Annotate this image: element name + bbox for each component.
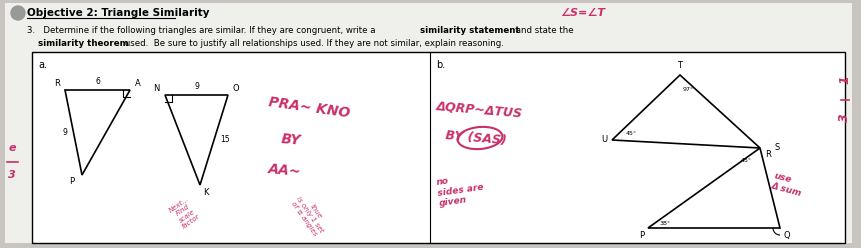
Text: PRA~ KNO: PRA~ KNO bbox=[268, 95, 351, 121]
Text: similarity theorem: similarity theorem bbox=[38, 38, 128, 48]
Text: e: e bbox=[9, 143, 15, 153]
Text: O: O bbox=[232, 84, 239, 93]
Text: 1: 1 bbox=[838, 76, 851, 84]
Text: 15: 15 bbox=[220, 135, 229, 145]
Text: N: N bbox=[153, 84, 160, 93]
Text: ∠S=∠T: ∠S=∠T bbox=[560, 8, 604, 18]
Text: A: A bbox=[135, 79, 140, 88]
Text: S: S bbox=[774, 144, 779, 153]
Text: 45°: 45° bbox=[625, 131, 636, 136]
Text: T: T bbox=[677, 61, 682, 70]
Text: R: R bbox=[54, 79, 60, 88]
Text: Q: Q bbox=[784, 231, 790, 240]
Text: 9: 9 bbox=[63, 128, 67, 137]
Text: R: R bbox=[764, 150, 770, 159]
Text: used.  Be sure to justify all relationships used. If they are not similar, expla: used. Be sure to justify all relationshi… bbox=[122, 38, 504, 48]
Text: a.: a. bbox=[38, 60, 47, 70]
Text: 45°: 45° bbox=[740, 158, 751, 163]
Circle shape bbox=[11, 6, 25, 20]
Text: BY (SAS): BY (SAS) bbox=[444, 129, 506, 147]
Text: BY: BY bbox=[280, 132, 300, 148]
Text: thue
is only 1 set
of ≅ angles: thue is only 1 set of ≅ angles bbox=[289, 192, 330, 238]
Text: use
Δ sum: use Δ sum bbox=[769, 172, 804, 198]
Text: 97°: 97° bbox=[682, 87, 693, 92]
FancyBboxPatch shape bbox=[32, 52, 844, 243]
Text: Objective 2: Triangle Similarity: Objective 2: Triangle Similarity bbox=[27, 8, 209, 18]
Text: AA~: AA~ bbox=[268, 162, 302, 178]
Text: P: P bbox=[638, 231, 643, 240]
Text: 3: 3 bbox=[8, 170, 15, 180]
Text: b.: b. bbox=[436, 60, 445, 70]
Text: no
sides are
given: no sides are given bbox=[436, 172, 486, 208]
Text: 3: 3 bbox=[838, 114, 851, 122]
Text: ΔQRP~ΔTUS: ΔQRP~ΔTUS bbox=[436, 100, 523, 120]
FancyBboxPatch shape bbox=[5, 3, 851, 243]
Text: K: K bbox=[202, 188, 208, 197]
Text: and state the: and state the bbox=[512, 26, 573, 34]
Text: similarity statement: similarity statement bbox=[419, 26, 519, 34]
Text: 38°: 38° bbox=[660, 221, 670, 226]
Text: 6: 6 bbox=[95, 77, 100, 86]
Text: P: P bbox=[69, 177, 74, 186]
Text: 9: 9 bbox=[194, 82, 199, 91]
Text: 3.   Determine if the following triangles are similar. If they are congruent, wr: 3. Determine if the following triangles … bbox=[27, 26, 378, 34]
Text: U: U bbox=[600, 135, 606, 145]
Text: Next...
Find
scale
factor: Next... Find scale factor bbox=[168, 195, 202, 231]
